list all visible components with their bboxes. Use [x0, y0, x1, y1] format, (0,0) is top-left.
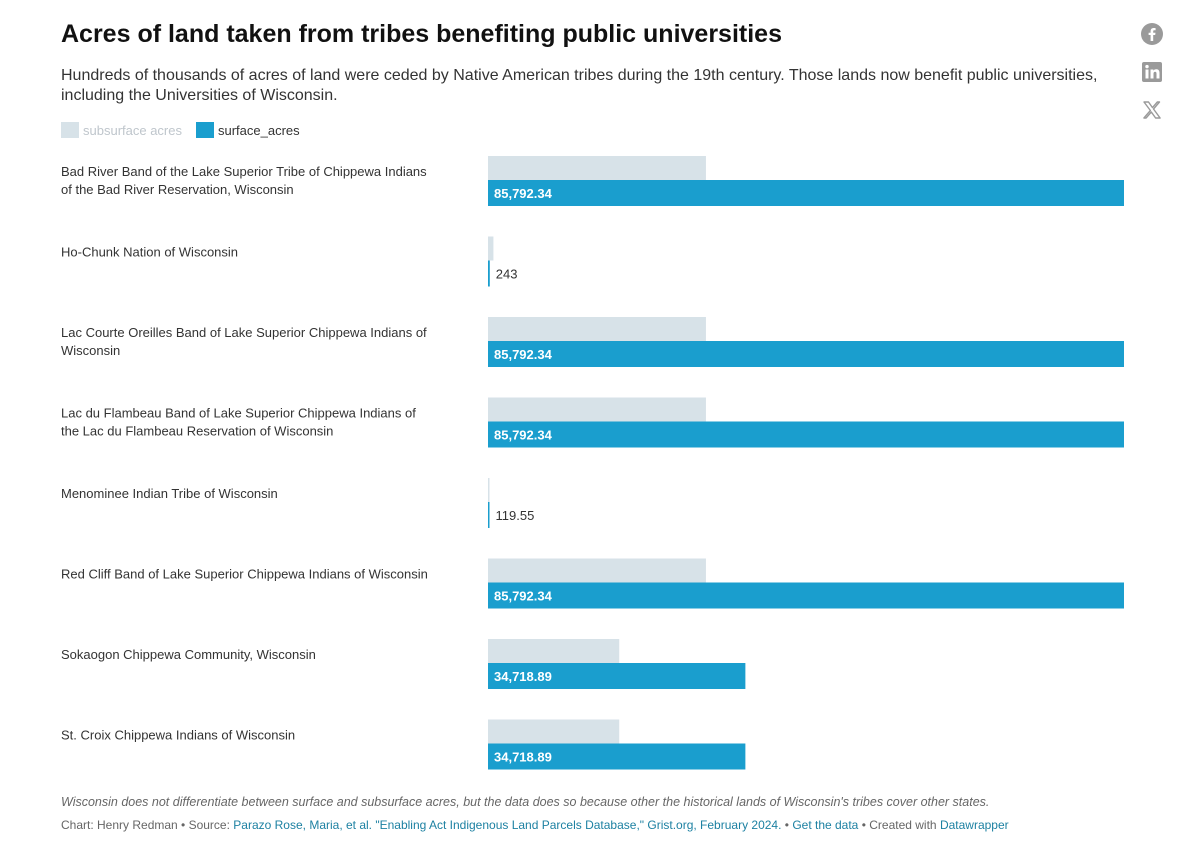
bar-subsurface[interactable]	[488, 478, 490, 502]
category-label: Menominee Indian Tribe of Wisconsin	[61, 486, 278, 501]
bar-surface[interactable]	[488, 743, 746, 770]
bar-row: Bad River Band of the Lake Superior Trib…	[61, 156, 1124, 206]
bar-row: Red Cliff Band of Lake Superior Chippewa…	[61, 558, 1124, 609]
bar-subsurface[interactable]	[488, 397, 706, 422]
chart-title: Acres of land taken from tribes benefiti…	[61, 20, 782, 48]
bar-row: Lac Courte Oreilles Band of Lake Superio…	[61, 317, 1124, 367]
category-label: of the Bad River Reservation, Wisconsin	[61, 182, 294, 197]
bar-surface[interactable]	[488, 502, 490, 528]
category-label: the Lac du Flambeau Reservation of Wisco…	[61, 424, 333, 439]
value-label: 85,792.34	[494, 186, 553, 201]
category-label: Wisconsin	[61, 343, 120, 358]
x-icon[interactable]	[1140, 98, 1166, 124]
category-label: St. Croix Chippewa Indians of Wisconsin	[61, 728, 295, 743]
legend-item-subsurface[interactable]: subsurface acres	[61, 122, 182, 138]
bar-chart: Bad River Band of the Lake Superior Trib…	[61, 156, 1124, 770]
source-link[interactable]: Parazo Rose, Maria, et al. "Enabling Act…	[233, 818, 782, 832]
legend-label-subsurface: subsurface acres	[83, 122, 182, 138]
bar-subsurface[interactable]	[488, 719, 620, 744]
bar-surface[interactable]	[488, 260, 490, 287]
credit-created-with: • Created with	[858, 818, 940, 832]
value-label: 243	[496, 267, 518, 282]
credit-prefix: Chart: Henry Redman • Source:	[61, 818, 234, 832]
credit-separator: •	[781, 818, 793, 832]
chart-credit: Chart: Henry Redman • Source: Parazo Ros…	[61, 818, 1009, 832]
category-label: Ho-Chunk Nation of Wisconsin	[61, 245, 238, 260]
bar-surface[interactable]	[488, 341, 1124, 367]
legend: subsurface acres surface_acres	[61, 121, 314, 139]
category-label: Bad River Band of the Lake Superior Trib…	[61, 164, 427, 179]
category-label: Sokaogon Chippewa Community, Wisconsin	[61, 647, 316, 662]
bar-subsurface[interactable]	[488, 558, 706, 583]
category-label: Lac Courte Oreilles Band of Lake Superio…	[61, 325, 427, 340]
bar-subsurface[interactable]	[488, 156, 706, 180]
facebook-icon[interactable]	[1140, 22, 1166, 48]
category-label: Lac du Flambeau Band of Lake Superior Ch…	[61, 406, 416, 421]
bar-row: Menominee Indian Tribe of Wisconsin 119.5…	[61, 478, 534, 528]
category-label: Red Cliff Band of Lake Superior Chippewa…	[61, 567, 428, 582]
bar-surface[interactable]	[488, 663, 746, 689]
value-label: 85,792.34	[494, 347, 553, 362]
legend-item-surface[interactable]: surface_acres	[196, 122, 300, 138]
value-label: 34,718.89	[494, 750, 552, 765]
bar-subsurface[interactable]	[488, 317, 706, 341]
legend-swatch-subsurface	[61, 122, 79, 138]
bar-row: Sokaogon Chippewa Community, Wisconsin 34…	[61, 639, 746, 689]
bar-subsurface[interactable]	[488, 639, 620, 663]
bar-surface[interactable]	[488, 180, 1124, 206]
bar-surface[interactable]	[488, 582, 1124, 609]
datawrapper-link[interactable]: Datawrapper	[939, 818, 1009, 832]
legend-label-surface: surface_acres	[218, 122, 300, 138]
value-label: 119.55	[496, 508, 535, 523]
bar-surface[interactable]	[488, 421, 1124, 448]
bar-row: Ho-Chunk Nation of Wisconsin 243	[61, 236, 518, 287]
legend-swatch-surface	[196, 122, 214, 138]
value-label: 85,792.34	[494, 589, 553, 604]
bar-row: Lac du Flambeau Band of Lake Superior Ch…	[61, 397, 1124, 448]
linkedin-icon[interactable]	[1140, 60, 1166, 86]
value-label: 85,792.34	[494, 428, 553, 443]
bar-subsurface[interactable]	[488, 236, 494, 261]
bar-row: St. Croix Chippewa Indians of Wisconsin 3…	[61, 719, 746, 770]
get-data-link[interactable]: Get the data	[792, 818, 859, 832]
chart-note: Wisconsin does not differentiate between…	[61, 795, 990, 809]
value-label: 34,718.89	[494, 669, 552, 684]
share-toolbar	[1140, 22, 1166, 136]
chart-subtitle: Hundreds of thousands of acres of land w…	[61, 67, 1098, 104]
